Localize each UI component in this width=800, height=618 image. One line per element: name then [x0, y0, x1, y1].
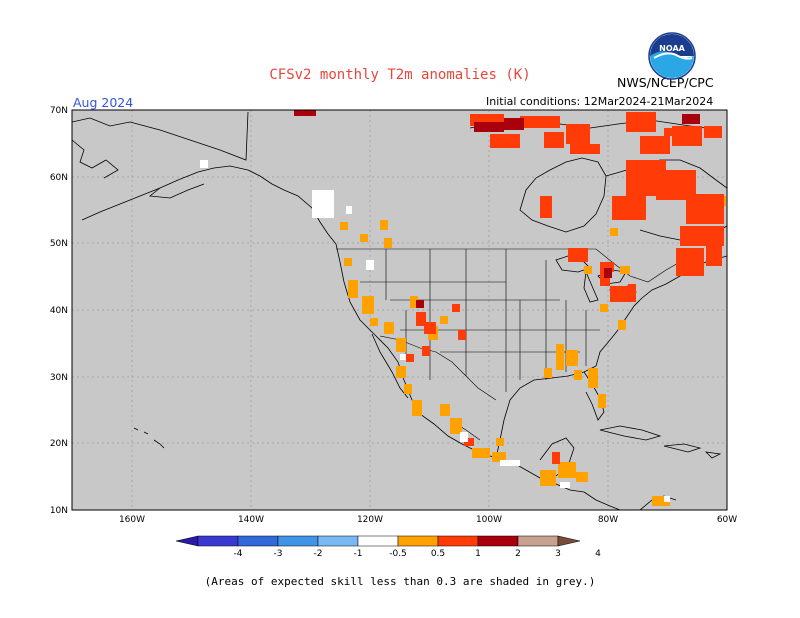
map-gridlines [72, 110, 727, 510]
lat-label: 50N [50, 239, 68, 249]
colorbar-swatch [477, 535, 519, 547]
lat-label: 70N [50, 106, 68, 116]
colorbar-label: -1 [354, 549, 363, 559]
colorbar-label: 2 [515, 549, 521, 559]
footnote: (Areas of expected skill less than 0.3 a… [204, 575, 596, 588]
lon-label: 80W [598, 515, 618, 525]
anomaly-2-3 [294, 110, 700, 308]
lon-label: 140W [238, 515, 264, 525]
colorbar-swatch [357, 535, 399, 547]
colorbar-swatch [397, 535, 439, 547]
chart-title: CFSv2 monthly T2m anomalies (K) [269, 67, 531, 83]
colorbar-label: -4 [234, 549, 243, 559]
lat-label: 10N [50, 506, 68, 516]
lat-labels: 70N 60N 50N 40N 30N 20N 10N [50, 106, 68, 516]
colorbar-label: -2 [314, 549, 323, 559]
colorbar-label: 3 [555, 549, 561, 559]
lon-label: 160W [119, 515, 145, 525]
colorbar-max-arrow [557, 535, 581, 547]
noaa-logo-text: NOAA [659, 44, 685, 53]
colorbar-label: -0.5 [389, 549, 407, 559]
colorbar-label: 4 [595, 549, 601, 559]
forecast-month: Aug 2024 [73, 95, 134, 110]
anomaly-near-zero [200, 160, 670, 502]
lat-label: 20N [50, 439, 68, 449]
colorbar-label: -3 [274, 549, 283, 559]
colorbar: -4 -3 -2 -1 -0.5 0.5 1 2 3 4 [175, 535, 601, 559]
organization-label: NWS/NCEP/CPC [617, 75, 714, 90]
lat-label: 30N [50, 373, 68, 383]
noaa-logo-icon: NOAA [648, 32, 696, 80]
lon-labels: 160W 140W 120W 100W 80W 60W [119, 515, 737, 525]
lon-label: 100W [476, 515, 502, 525]
colorbar-min-arrow [175, 535, 199, 547]
colorbar-label: 1 [475, 549, 481, 559]
lat-label: 60N [50, 173, 68, 183]
map-frame [71, 109, 728, 511]
colorbar-label: 0.5 [431, 549, 445, 559]
colorbar-swatch [437, 535, 479, 547]
anomaly-1-2 [406, 112, 724, 464]
lat-label: 40N [50, 306, 68, 316]
colorbar-swatch [197, 535, 239, 547]
lon-label: 120W [357, 515, 383, 525]
colorbar-swatch [517, 535, 559, 547]
colorbar-swatch [317, 535, 359, 547]
initial-conditions: Initial conditions: 12Mar2024-21Mar2024 [486, 95, 714, 108]
colorbar-swatch [277, 535, 319, 547]
colorbar-swatch [237, 535, 279, 547]
lon-label: 60W [717, 515, 737, 525]
